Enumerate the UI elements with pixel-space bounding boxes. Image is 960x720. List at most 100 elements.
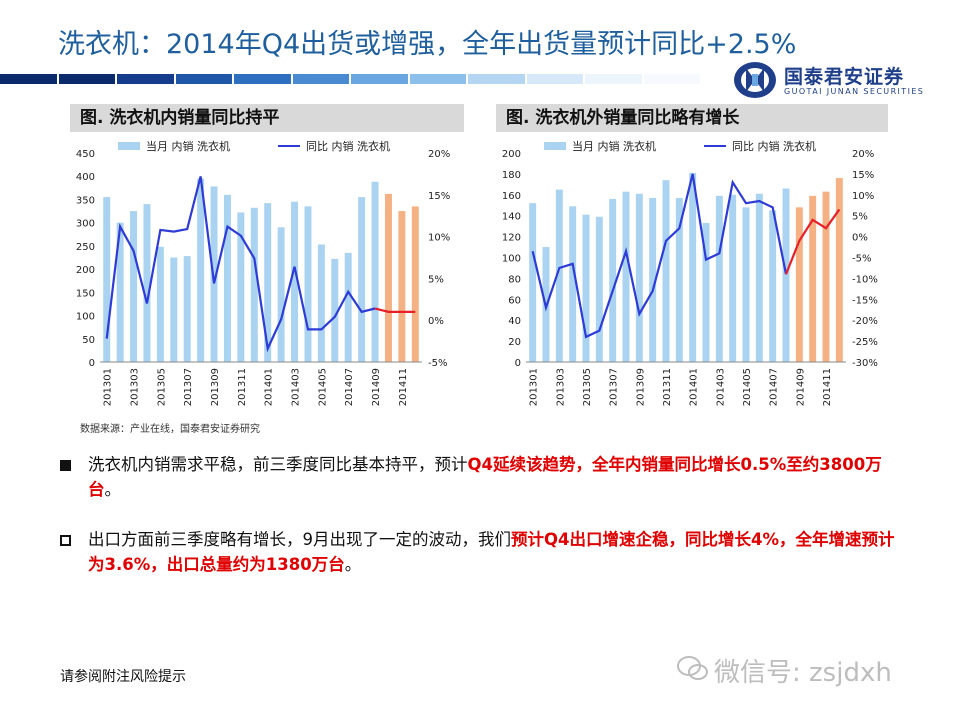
y-left-tick-label: 100 [76, 312, 95, 323]
x-tick-label: 201401 [689, 368, 700, 406]
x-tick-label: 201403 [715, 368, 726, 406]
bar [595, 216, 603, 362]
y-right-tick-label: -10% [852, 274, 878, 285]
chart-title-export: 图. 洗衣机外销量同比略有增长 [496, 104, 888, 132]
bar [662, 180, 670, 362]
y-left-tick-label: 250 [76, 242, 95, 253]
bullet-text-part: 出口方面前三季度略有增长，9月出现了一定的波动，我们 [88, 530, 511, 549]
y-right-tick-label: -5% [428, 358, 447, 369]
stripe-segment [292, 74, 349, 84]
y-right-tick-label: -15% [852, 295, 878, 306]
y-left-tick-label: 60 [508, 295, 521, 306]
bullet-text-part: 。 [104, 480, 122, 499]
title-stripe [0, 74, 700, 84]
wechat-icon [677, 656, 708, 680]
brand-name: 国泰君安证券 [784, 66, 905, 88]
y-right-tick-label: 20% [428, 149, 450, 160]
brand-logo: 国泰君安证券 GUOTAI JUNAN SECURITIES [732, 60, 957, 100]
x-tick-label: 201307 [609, 368, 620, 406]
bar [742, 207, 750, 362]
stripe-segment [351, 74, 408, 84]
bar [795, 207, 803, 362]
bar [264, 203, 272, 362]
x-tick-label: 201409 [371, 368, 382, 406]
bar [304, 206, 312, 362]
y-right-tick-label: 5% [852, 212, 868, 223]
bar [277, 227, 285, 362]
y-right-tick-label: 15% [852, 170, 874, 181]
y-right-tick-label: 0% [428, 316, 444, 327]
yoy-line-actual [531, 173, 788, 339]
bar [555, 189, 563, 362]
x-tick-label: 201403 [291, 368, 302, 406]
y-left-tick-label: 160 [502, 191, 521, 202]
stripe-segment [468, 74, 525, 84]
x-tick-label: 201303 [555, 368, 566, 406]
x-tick-label: 201409 [795, 368, 806, 406]
stripe-segment [409, 74, 466, 84]
stripe-segment [643, 74, 700, 84]
y-right-tick-label: -5% [852, 254, 871, 265]
bar [223, 194, 231, 362]
yoy-line-actual [105, 176, 376, 353]
bar [769, 210, 777, 362]
bullet-text-part: 。 [344, 555, 362, 574]
x-tick-label: 201309 [635, 368, 646, 406]
bar [569, 206, 577, 362]
y-left-tick-label: 150 [76, 288, 95, 299]
bar [622, 191, 630, 362]
x-tick-label: 201301 [103, 368, 114, 406]
legend-bar-swatch [118, 142, 140, 150]
y-left-tick-label: 100 [502, 254, 521, 265]
export-sales-chart: 0 20 40 60 80 100 120 140 160 180 200 -30% -25% -20% -… [496, 135, 888, 415]
bar [755, 193, 763, 362]
x-tick-label: 201305 [582, 368, 593, 406]
legend-bar-label: 当月 内销 洗衣机 [572, 139, 656, 153]
bar [398, 211, 406, 362]
y-right-tick-label: 5% [428, 274, 444, 285]
y-left-tick-label: 50 [82, 335, 95, 346]
x-tick-label: 201405 [742, 368, 753, 406]
y-left-tick-label: 140 [502, 212, 521, 223]
stripe-segment [117, 74, 174, 84]
x-tick-label: 201307 [183, 368, 194, 406]
bar [143, 204, 151, 362]
brand-emblem-icon [734, 62, 776, 98]
bar [822, 191, 830, 362]
x-tick-label: 201411 [822, 368, 833, 406]
y-right-tick-label: 10% [852, 191, 874, 202]
bullet-text-part: 洗衣机内销需求平稳，前三季度同比基本持平，预计 [88, 455, 468, 474]
y-left-tick-label: 300 [76, 219, 95, 230]
y-right-tick-label: 0% [852, 233, 868, 244]
bar [197, 178, 205, 362]
bullet-text: 洗衣机内销需求平稳，前三季度同比基本持平，预计Q4延续该趋势，全年内销量同比增长… [88, 452, 910, 502]
y-left-tick-label: 80 [508, 274, 521, 285]
chart-title-domestic: 图. 洗衣机内销量同比持平 [70, 104, 464, 132]
domestic-sales-chart: 0 50 100 150 200 250 300 350 400 450 -5% 0% 5% 10% 15%… [70, 135, 464, 415]
bar [582, 214, 590, 362]
x-tick-label: 201311 [662, 368, 673, 406]
stripe-segment [58, 74, 115, 84]
bar [291, 201, 299, 362]
bar [649, 197, 657, 362]
bar [715, 195, 723, 362]
yoy-line-forecast [374, 307, 416, 313]
x-tick-label: 201407 [769, 368, 780, 406]
y-left-tick-label: 120 [502, 233, 521, 244]
stripe-segment [526, 74, 583, 84]
y-left-tick-label: 400 [76, 172, 95, 183]
x-tick-label: 201305 [156, 368, 167, 406]
bar [103, 197, 111, 362]
x-tick-label: 201407 [344, 368, 355, 406]
x-tick-label: 201401 [264, 368, 275, 406]
y-right-tick-label: -20% [852, 316, 878, 327]
y-right-tick-label: 15% [428, 191, 450, 202]
legend-bar-label: 当月 内销 洗衣机 [146, 139, 230, 153]
brand-subtitle: GUOTAI JUNAN SECURITIES [784, 87, 925, 96]
bar [358, 197, 366, 362]
y-right-tick-label: 10% [428, 233, 450, 244]
stripe-segment [0, 74, 57, 84]
bar [156, 246, 164, 362]
bullet-highlight: 预计Q4出口增速企稳，同比增长4%，全年增速预计为3.6%，出口总量约为1380… [88, 530, 895, 574]
bar [835, 178, 843, 362]
